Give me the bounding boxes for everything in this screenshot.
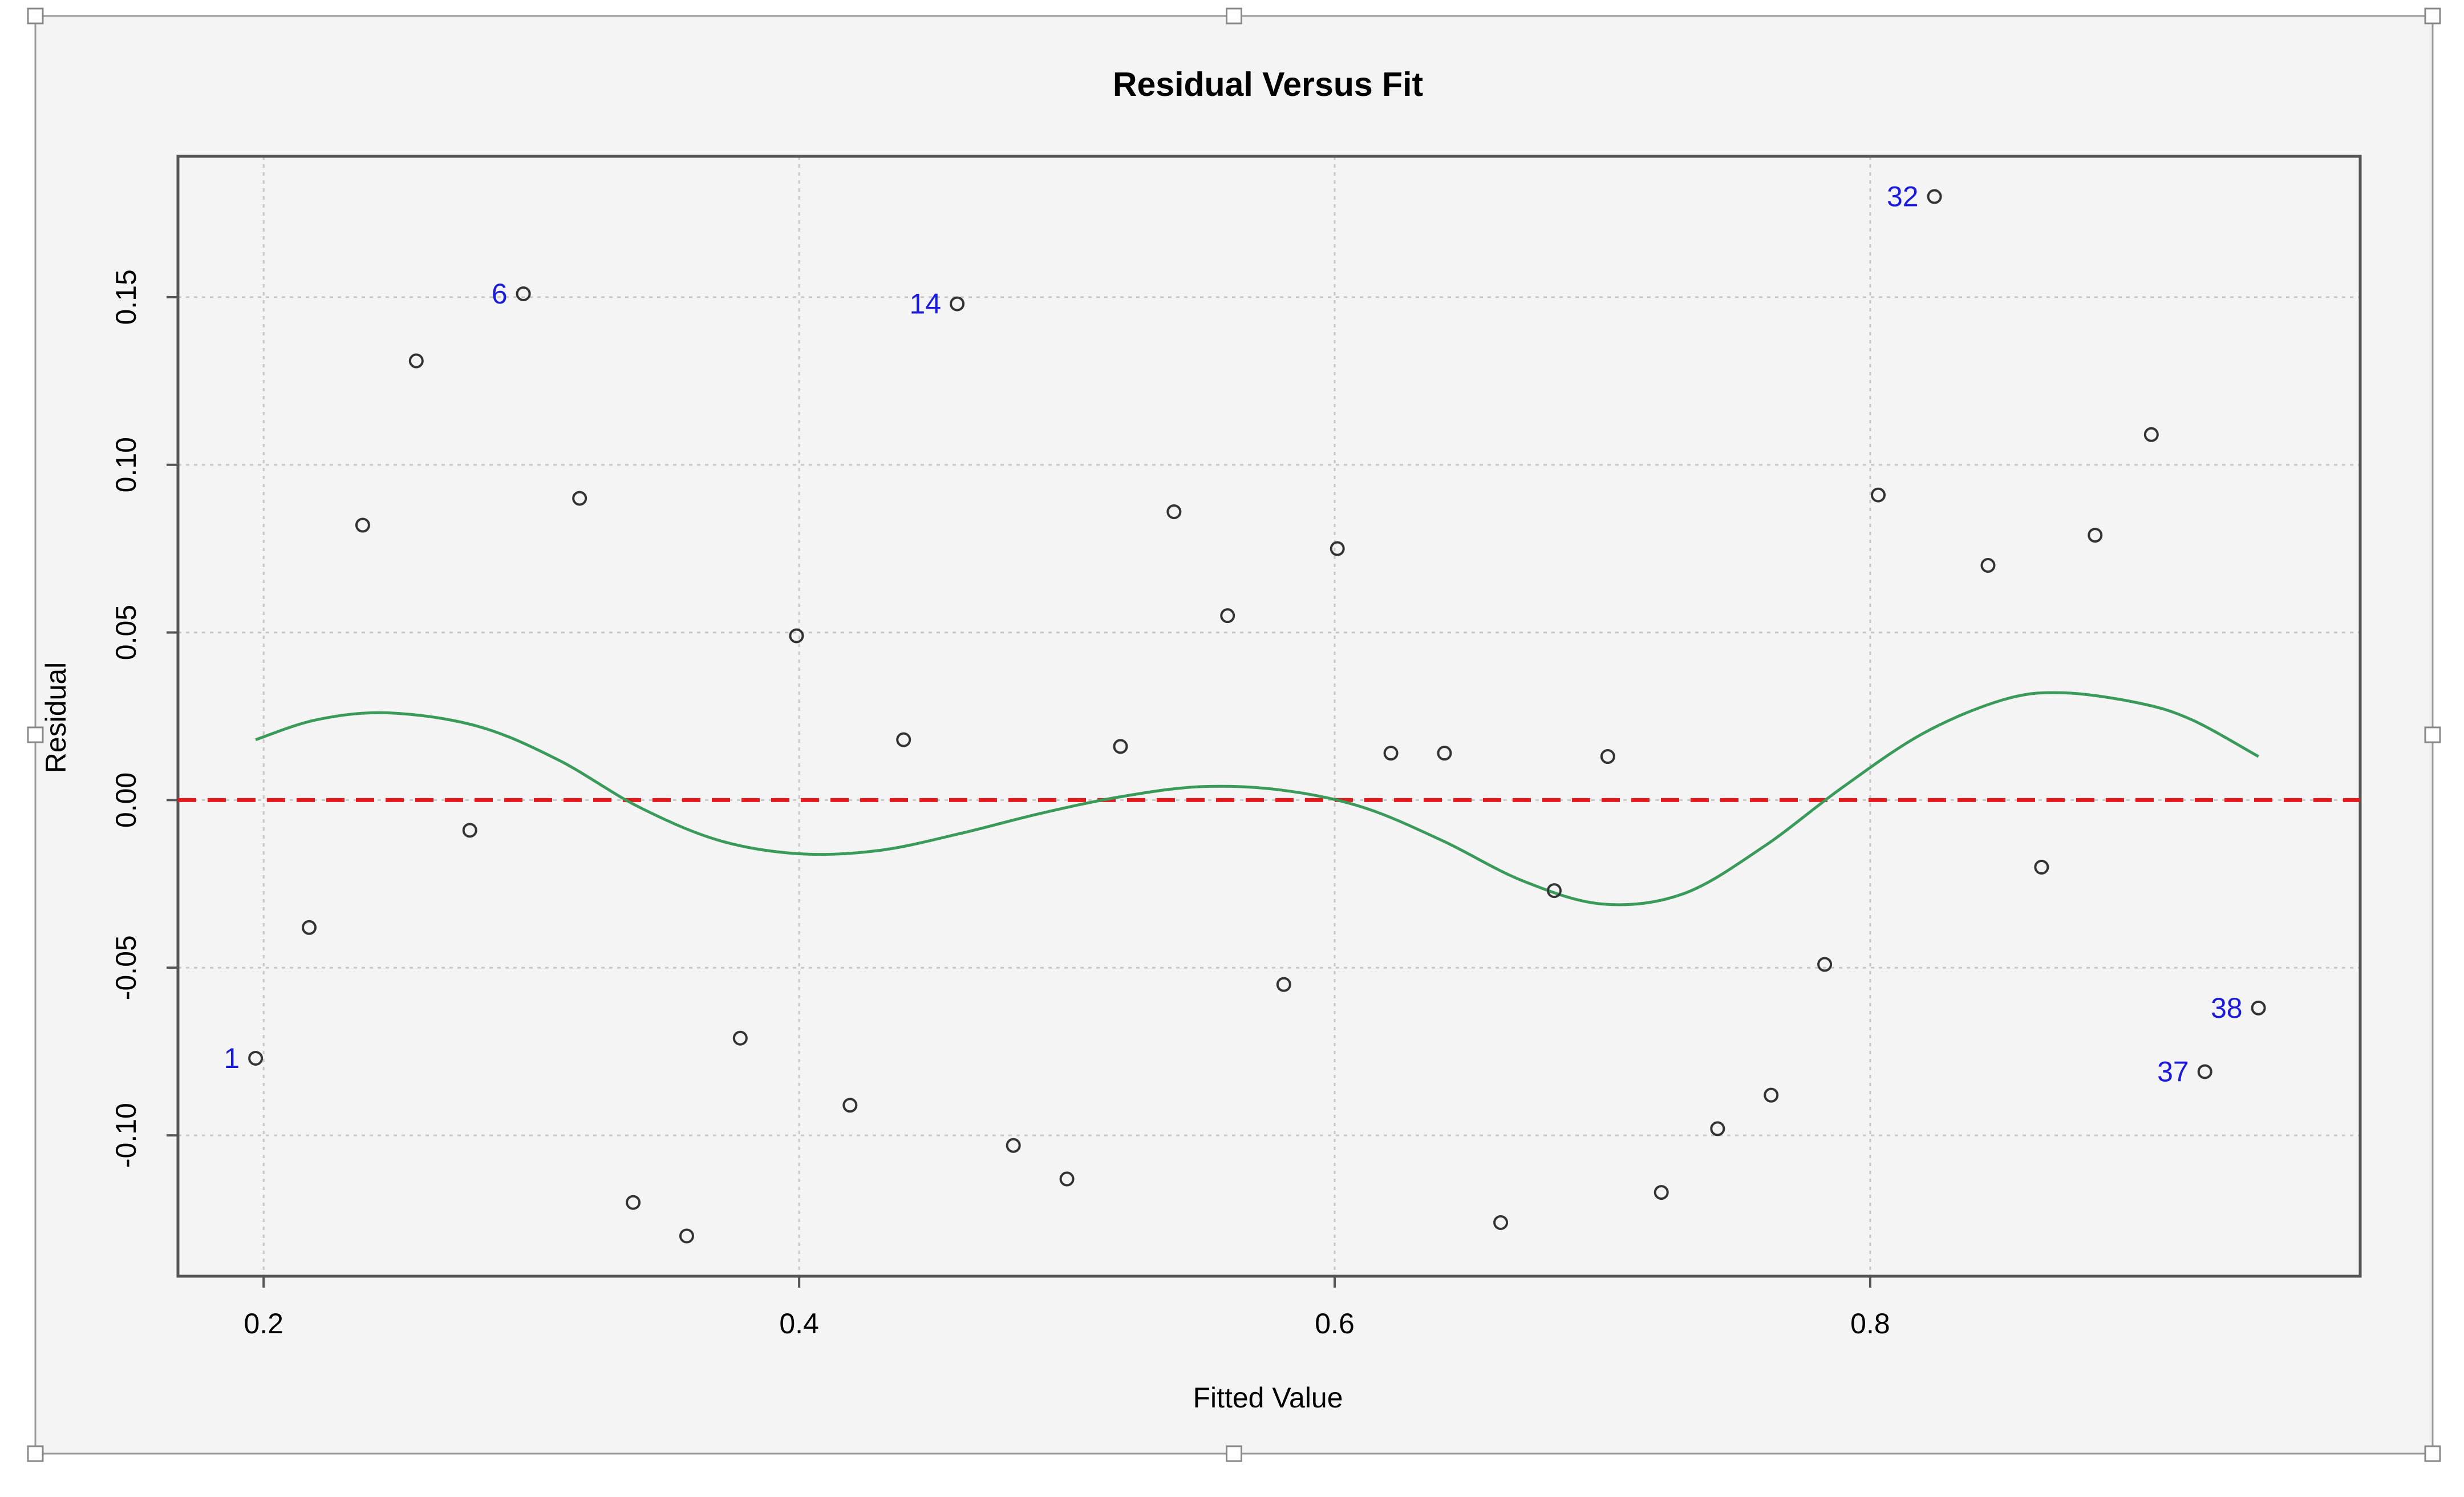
residual-point: [2251, 1000, 2266, 1015]
residual-point: [1276, 977, 1291, 992]
y-tick-label: -0.05: [110, 935, 142, 1000]
residual-point: [626, 1195, 641, 1210]
chart-panel-background: [34, 15, 2434, 1455]
resize-handle[interactable]: [1226, 1445, 1242, 1462]
residual-point: [2088, 528, 2103, 543]
residual-point: [1437, 746, 1452, 761]
residual-point: [1220, 608, 1235, 624]
residual-point: [1330, 541, 1345, 556]
residual-point: [1383, 746, 1399, 761]
residual-point: [2143, 427, 2159, 442]
point-label: 37: [2157, 1055, 2189, 1087]
residual-point: [1654, 1185, 1669, 1200]
plot-frame: [176, 155, 2362, 1278]
residual-point: [1600, 749, 1615, 764]
residual-point: [896, 732, 911, 747]
residual-point: [2034, 859, 2049, 875]
resize-handle[interactable]: [27, 726, 44, 743]
residual-point: [1980, 558, 1996, 573]
point-label: 32: [1887, 181, 1919, 213]
resize-handle[interactable]: [2424, 1445, 2441, 1462]
residual-point: [1059, 1171, 1075, 1187]
y-tick-label: 0.05: [110, 605, 142, 660]
y-tick-label: 0.10: [110, 437, 142, 492]
residual-point: [1006, 1138, 1021, 1153]
x-tick-label: 0.4: [779, 1308, 819, 1340]
loess-smoother-line: [255, 691, 2259, 907]
resize-handle[interactable]: [27, 7, 44, 25]
point-label: 6: [492, 278, 508, 310]
residual-point: [516, 286, 531, 301]
residual-point: [842, 1098, 858, 1113]
residual-point: [1927, 189, 1942, 204]
residual-point: [950, 296, 965, 311]
resize-handle[interactable]: [2424, 726, 2441, 743]
y-axis-label: Residual: [40, 662, 72, 774]
residual-point: [248, 1050, 264, 1066]
residual-point: [1710, 1121, 1725, 1136]
x-axis-label: Fitted Value: [1193, 1382, 1343, 1414]
residual-point: [1870, 487, 1886, 503]
resize-handle[interactable]: [27, 1445, 44, 1462]
residual-point: [572, 491, 587, 506]
y-tick-label: -0.10: [110, 1103, 142, 1168]
resize-handle[interactable]: [1226, 7, 1242, 25]
residual-point: [1817, 957, 1833, 972]
point-label: 1: [224, 1042, 240, 1074]
point-label: 14: [909, 288, 941, 320]
residual-point: [1546, 883, 1562, 899]
residual-point: [1764, 1087, 1779, 1103]
residual-point: [789, 628, 804, 644]
residual-point: [1113, 739, 1128, 754]
x-tick-label: 0.2: [244, 1308, 283, 1340]
y-tick-label: 0.00: [110, 772, 142, 828]
residual-point: [355, 517, 370, 533]
point-label: 38: [2211, 992, 2243, 1024]
x-tick-label: 0.8: [1850, 1308, 1890, 1340]
residual-point: [462, 823, 477, 838]
residual-point: [679, 1228, 694, 1244]
residual-point: [302, 920, 317, 935]
x-tick-label: 0.6: [1315, 1308, 1355, 1340]
residual-point: [732, 1030, 748, 1046]
residual-point: [408, 353, 424, 369]
resize-handle[interactable]: [2424, 7, 2441, 25]
residual-point: [2197, 1064, 2212, 1079]
residual-point: [1166, 504, 1182, 519]
chart-title: Residual Versus Fit: [1113, 66, 1423, 103]
residual-point: [1493, 1215, 1509, 1230]
y-tick-label: 0.15: [110, 269, 142, 325]
